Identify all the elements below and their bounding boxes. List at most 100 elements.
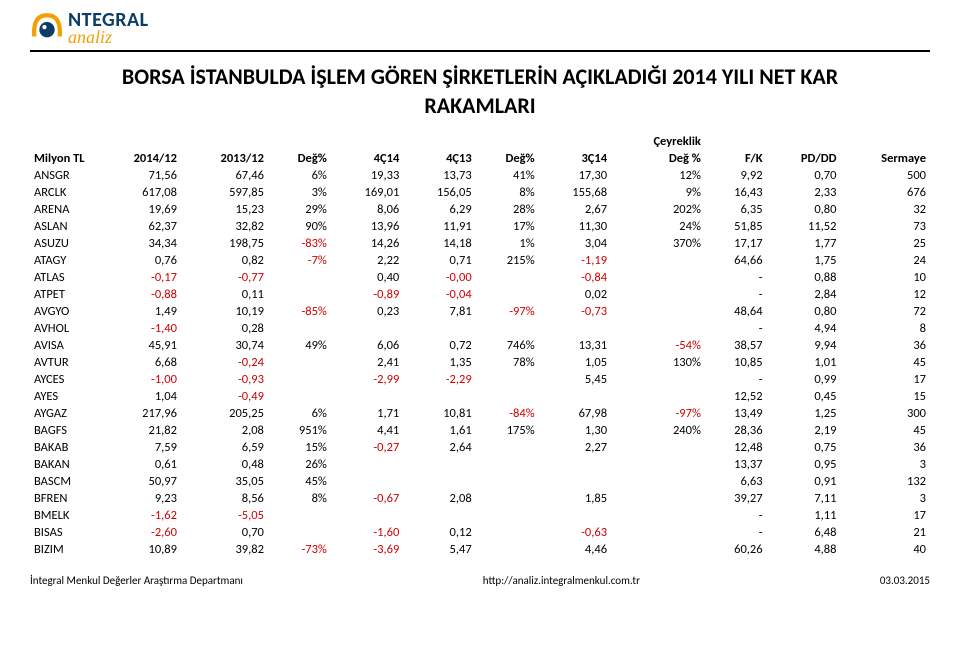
col-fk: F/K xyxy=(705,150,767,167)
table-row: ASLAN62,3732,8290%13,9611,9117%11,3024%5… xyxy=(30,218,930,235)
value-cell: 67,46 xyxy=(181,167,268,184)
value-cell: 0,70 xyxy=(767,167,841,184)
value-cell xyxy=(476,456,539,473)
table-row: AVTUR6,68-0,242,411,3578%1,05130%10,851,… xyxy=(30,354,930,371)
page-title: BORSA İSTANBULDA İŞLEM GÖREN ŞİRKETLERİN… xyxy=(30,64,930,90)
table-header-row: Milyon TL 2014/12 2013/12 Değ% 4Ç14 4Ç13… xyxy=(30,150,930,167)
value-cell xyxy=(476,388,539,405)
table-row: AVHOL-1,400,28-4,948 xyxy=(30,320,930,337)
value-cell: 21,82 xyxy=(94,422,181,439)
ticker-cell: BAKAN xyxy=(30,456,94,473)
value-cell: 34,34 xyxy=(94,235,181,252)
ticker-cell: BAKAB xyxy=(30,439,94,456)
ticker-cell: AYCES xyxy=(30,371,94,388)
value-cell: 17 xyxy=(840,507,930,524)
value-cell: 16,43 xyxy=(705,184,767,201)
value-cell: 67,98 xyxy=(539,405,611,422)
value-cell: 28,36 xyxy=(705,422,767,439)
value-cell: 48,64 xyxy=(705,303,767,320)
value-cell: 2,08 xyxy=(181,422,268,439)
value-cell: -2,29 xyxy=(403,371,475,388)
value-cell: 11,52 xyxy=(767,218,841,235)
value-cell xyxy=(611,303,705,320)
value-cell: - xyxy=(705,269,767,286)
value-cell: 0,02 xyxy=(539,286,611,303)
value-cell xyxy=(539,388,611,405)
value-cell: 0,80 xyxy=(767,201,841,218)
value-cell xyxy=(268,320,331,337)
value-cell: 3 xyxy=(840,490,930,507)
col-deg-q2: Değ % xyxy=(611,150,705,167)
value-cell: 300 xyxy=(840,405,930,422)
value-cell: 4,94 xyxy=(767,320,841,337)
value-cell: 6,48 xyxy=(767,524,841,541)
value-cell: 0,48 xyxy=(181,456,268,473)
col-3c14: 3Ç14 xyxy=(539,150,611,167)
value-cell: 0,23 xyxy=(331,303,403,320)
value-cell: 676 xyxy=(840,184,930,201)
value-cell: 7,81 xyxy=(403,303,475,320)
value-cell: 73 xyxy=(840,218,930,235)
divider xyxy=(30,50,930,52)
value-cell: 0,11 xyxy=(181,286,268,303)
value-cell: 1% xyxy=(476,235,539,252)
value-cell: 0,99 xyxy=(767,371,841,388)
value-cell: 13,31 xyxy=(539,337,611,354)
value-cell: 6,63 xyxy=(705,473,767,490)
value-cell xyxy=(331,507,403,524)
value-cell xyxy=(268,269,331,286)
value-cell: 41% xyxy=(476,167,539,184)
value-cell: -73% xyxy=(268,541,331,558)
value-cell: 2,27 xyxy=(539,439,611,456)
value-cell: 71,56 xyxy=(94,167,181,184)
value-cell: 6,59 xyxy=(181,439,268,456)
footer-left: İntegral Menkul Değerler Araştırma Depar… xyxy=(30,574,243,587)
value-cell xyxy=(476,507,539,524)
value-cell: 0,95 xyxy=(767,456,841,473)
value-cell: 1,61 xyxy=(403,422,475,439)
value-cell: 8,06 xyxy=(331,201,403,218)
table-row: BAGFS21,822,08951%4,411,61175%1,30240%28… xyxy=(30,422,930,439)
value-cell xyxy=(611,286,705,303)
value-cell: 0,70 xyxy=(181,524,268,541)
value-cell xyxy=(611,252,705,269)
ticker-cell: AYGAZ xyxy=(30,405,94,422)
value-cell: 25 xyxy=(840,235,930,252)
footer-center: http://analiz.integralmenkul.com.tr xyxy=(483,574,640,587)
value-cell: 17,17 xyxy=(705,235,767,252)
value-cell: 19,33 xyxy=(331,167,403,184)
table-row: AYCES-1,00-0,93-2,99-2,295,45-0,9917 xyxy=(30,371,930,388)
value-cell xyxy=(268,371,331,388)
value-cell xyxy=(268,388,331,405)
value-cell: -0,27 xyxy=(331,439,403,456)
value-cell: 202% xyxy=(611,201,705,218)
value-cell xyxy=(611,507,705,524)
value-cell: 0,40 xyxy=(331,269,403,286)
value-cell xyxy=(539,456,611,473)
value-cell: -97% xyxy=(611,405,705,422)
table-row: BAKAN0,610,4826%13,370,953 xyxy=(30,456,930,473)
ticker-cell: ASUZU xyxy=(30,235,94,252)
value-cell: 6,68 xyxy=(94,354,181,371)
value-cell: -0,04 xyxy=(403,286,475,303)
value-cell: 78% xyxy=(476,354,539,371)
value-cell xyxy=(331,456,403,473)
value-cell: 0,45 xyxy=(767,388,841,405)
value-cell: 10,19 xyxy=(181,303,268,320)
value-cell xyxy=(268,354,331,371)
value-cell: 240% xyxy=(611,422,705,439)
col-pddd: PD/DD xyxy=(767,150,841,167)
value-cell: 1,11 xyxy=(767,507,841,524)
value-cell: 12 xyxy=(840,286,930,303)
value-cell: -54% xyxy=(611,337,705,354)
ticker-cell: AVGYO xyxy=(30,303,94,320)
value-cell: -0,89 xyxy=(331,286,403,303)
value-cell xyxy=(539,320,611,337)
value-cell: -0,93 xyxy=(181,371,268,388)
value-cell: 36 xyxy=(840,337,930,354)
value-cell: 3,04 xyxy=(539,235,611,252)
value-cell: -0,49 xyxy=(181,388,268,405)
ticker-cell: BMELK xyxy=(30,507,94,524)
value-cell: 2,19 xyxy=(767,422,841,439)
value-cell: -0,24 xyxy=(181,354,268,371)
